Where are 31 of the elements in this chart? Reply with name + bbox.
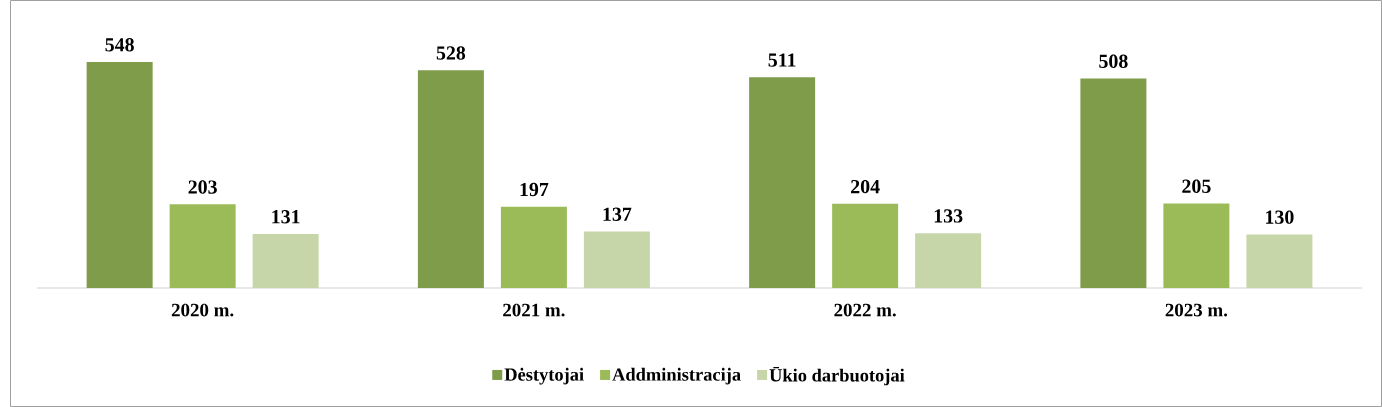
data-label: 205 <box>1182 179 1211 193</box>
data-label: 133 <box>934 209 963 223</box>
bar <box>500 206 567 288</box>
data-label: 203 <box>188 180 217 194</box>
bar <box>86 62 153 288</box>
bar <box>417 70 484 288</box>
data-label: 131 <box>272 210 300 224</box>
x-tick-label: 2020 m. <box>171 303 234 317</box>
legend-label: Dėstytojai <box>504 367 584 385</box>
bar <box>169 204 236 288</box>
legend-label: Addministracija <box>612 367 741 385</box>
bar <box>583 231 650 288</box>
data-label: 528 <box>436 46 466 60</box>
data-label: 197 <box>520 182 549 197</box>
bar <box>1163 203 1230 288</box>
data-label: 137 <box>603 207 632 221</box>
x-tick-label: 2021 m. <box>503 303 565 317</box>
bar <box>1246 234 1313 288</box>
bar <box>252 233 319 288</box>
legend-label: Ūkio darbuotojai <box>769 366 905 386</box>
x-tick-label: 2023 m. <box>1165 303 1228 317</box>
bar <box>749 77 816 288</box>
bar <box>1080 78 1147 288</box>
data-label: 548 <box>105 38 134 52</box>
x-tick-label: 2022 m. <box>834 303 896 317</box>
bar <box>832 203 899 288</box>
data-label: 511 <box>768 53 796 67</box>
data-label: 130 <box>1266 210 1294 224</box>
data-label: 508 <box>1099 54 1128 68</box>
data-label: 204 <box>851 179 880 194</box>
bar <box>915 233 982 288</box>
